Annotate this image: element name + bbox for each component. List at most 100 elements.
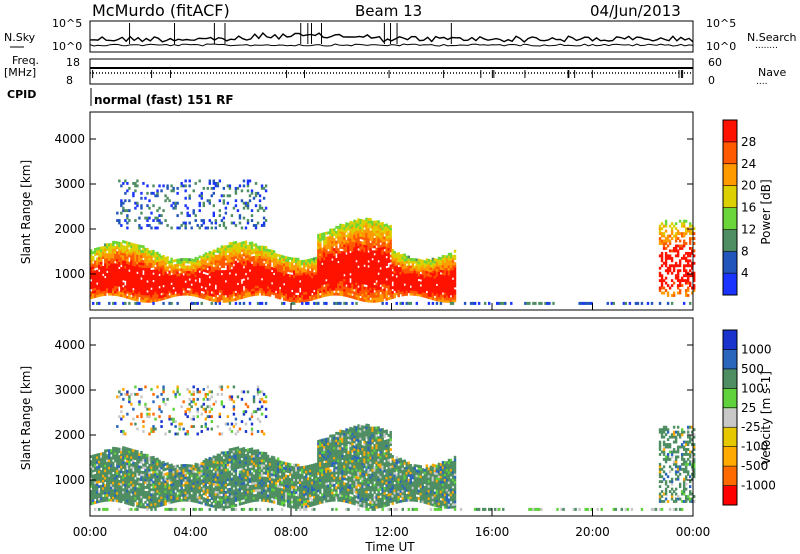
echo-cell: [327, 256, 330, 260]
echo-cell: [391, 296, 394, 299]
echo-cell: [222, 285, 226, 288]
echo-cell: [351, 278, 354, 282]
echo-cell: [252, 288, 256, 292]
echo-cell: [672, 294, 676, 297]
echo-cell: [331, 240, 334, 244]
echo-cell: [375, 225, 378, 229]
echo-cell: [140, 274, 143, 278]
echo-cell: [437, 293, 441, 297]
echo-cell: [262, 224, 266, 227]
echo-cell: [660, 276, 664, 280]
echo-cell: [124, 179, 127, 183]
echo-cell: [122, 201, 125, 205]
echo-cell: [311, 260, 314, 264]
echo-cell: [262, 258, 266, 262]
echo-cell: [664, 222, 668, 226]
echo-cell: [150, 269, 153, 273]
echo-cell: [357, 282, 360, 286]
echo-cell: [286, 273, 290, 277]
echo-cell: [138, 487, 141, 491]
echo-cell: [126, 226, 129, 230]
echo-cell: [116, 283, 119, 287]
echo-cell: [349, 230, 352, 234]
echo-cell: [114, 491, 117, 495]
echo-cell: [116, 449, 119, 453]
echo-cell: [176, 263, 179, 267]
echo-cell: [383, 266, 386, 270]
echo-cell: [128, 450, 131, 454]
echo-cell: [365, 247, 368, 251]
echo-cell: [230, 281, 234, 285]
echo-cell: [108, 262, 111, 266]
echo-cell: [118, 281, 121, 285]
echo-cell: [182, 270, 185, 274]
echo-cell: [323, 291, 326, 295]
echo-cell: [102, 496, 105, 500]
echo-cell: [106, 478, 109, 482]
echo-cell: [367, 294, 370, 298]
echo-cell: [453, 269, 457, 273]
echo-cell: [144, 267, 147, 271]
echo-cell: [409, 280, 412, 284]
echo-cell: [126, 484, 129, 488]
echo-cell: [184, 265, 187, 269]
echo-cell: [389, 286, 392, 290]
echo-cell: [134, 275, 137, 279]
echo-cell: [377, 222, 380, 226]
echo-cell: [389, 266, 392, 270]
echo-cell: [126, 469, 129, 473]
echo-cell: [361, 229, 364, 233]
echo-cell: [144, 277, 147, 281]
echo-cell: [672, 269, 676, 273]
echo-cell: [146, 476, 149, 480]
echo-cell: [327, 241, 330, 245]
echo-cell: [114, 486, 117, 490]
echo-cell: [270, 274, 274, 278]
echo-cell: [214, 257, 218, 261]
echo-cell: [148, 282, 151, 286]
echo-cell: [164, 289, 167, 292]
echo-cell: [92, 256, 95, 259]
echo-cell: [96, 458, 99, 462]
echo-cell: [114, 285, 117, 289]
echo-cell: [100, 492, 103, 496]
echo-cell: [156, 264, 159, 267]
echo-cell: [240, 199, 244, 203]
echo-cell: [270, 249, 274, 253]
echo-cell: [254, 181, 258, 185]
echo-cell: [301, 299, 304, 303]
echo-cell: [373, 223, 376, 226]
echo-cell: [162, 292, 165, 296]
echo-cell: [180, 263, 183, 267]
echo-cell: [658, 266, 662, 270]
echo-cell: [405, 258, 408, 262]
echo-cell: [359, 260, 362, 264]
echo-cell: [254, 270, 258, 274]
echo-cell: [106, 243, 109, 247]
echo-cell: [377, 269, 380, 273]
echo-cell: [423, 265, 427, 269]
echo-cell: [146, 287, 149, 291]
echo-cell: [413, 287, 417, 291]
echo-cell: [106, 454, 109, 458]
echo-cell: [144, 466, 147, 470]
echo-cell: [162, 209, 165, 213]
echo-cell: [284, 278, 288, 282]
echo-cell: [212, 181, 216, 185]
echo-cell: [170, 294, 173, 298]
echo-cell: [228, 301, 232, 305]
echo-cell: [256, 221, 260, 225]
echo-cell: [403, 265, 406, 269]
echo-cell: [363, 234, 366, 238]
echo-cell: [110, 243, 113, 247]
echo-cell: [329, 241, 332, 244]
echo-cell: [425, 295, 429, 299]
echo-cell: [142, 425, 145, 428]
echo-cell: [381, 298, 384, 302]
echo-cell: [676, 237, 680, 240]
echo-cell: [140, 497, 143, 501]
echo-cell: [186, 270, 189, 274]
echo-cell: [363, 279, 366, 283]
echo-cell: [250, 214, 254, 218]
echo-cell: [228, 294, 232, 298]
